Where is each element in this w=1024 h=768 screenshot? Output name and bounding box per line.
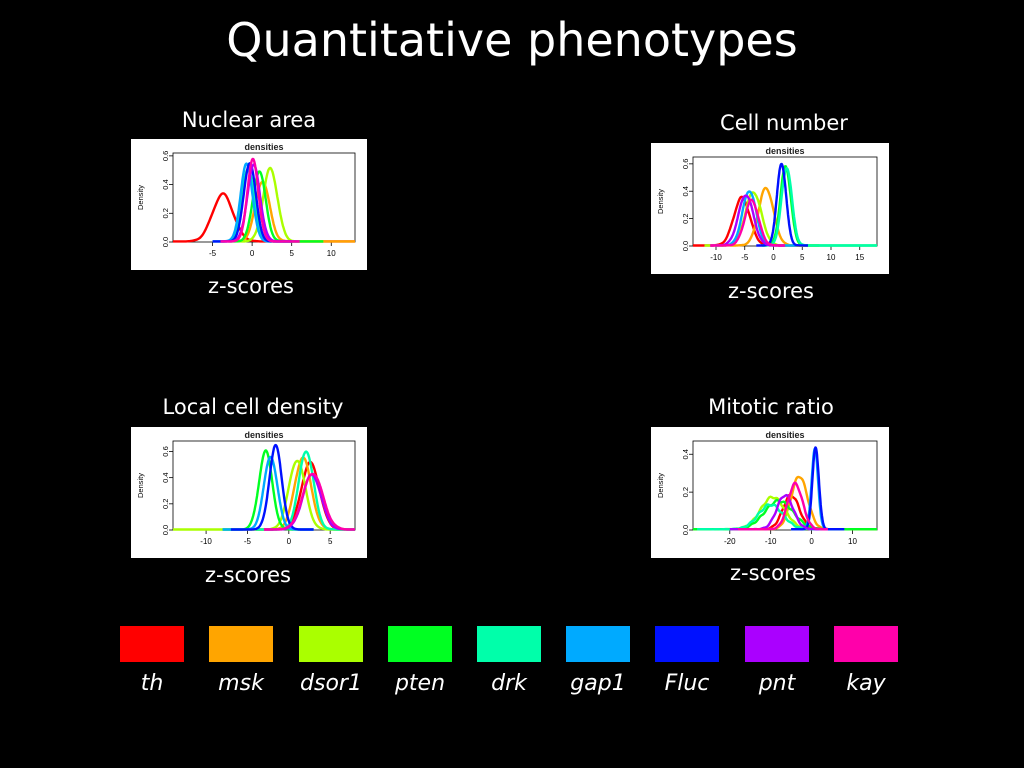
chart-mitotic-ratio: densities -20 -10 0 10 0.0 0.2 0.4 Density	[651, 427, 889, 558]
xlabel-cell-number: z-scores	[728, 279, 814, 303]
x-tick-label: 5	[800, 253, 805, 262]
y-axis-label: Density	[136, 185, 145, 210]
y-axis-label: Density	[656, 473, 665, 498]
y-axis-label: Density	[656, 189, 665, 214]
chart-nuclear-area: densities -5 0 5 10 0.0 0.2 0.4 0.6 Density	[131, 139, 367, 270]
density-series-kay	[263, 472, 356, 531]
legend-label-msk: msk	[218, 671, 264, 696]
y-tick-label: 0.2	[681, 487, 690, 497]
legend-swatch-fluc	[655, 626, 719, 662]
y-tick-label: 0.2	[681, 213, 690, 223]
y-tick-label: 0.4	[161, 179, 170, 189]
y-tick-label: 0.6	[161, 151, 170, 161]
series-group	[173, 157, 356, 243]
y-tick-label: 0.0	[161, 525, 170, 535]
panel-title-nuclear-area: Nuclear area	[181, 108, 317, 132]
xlabel-nuclear-area: z-scores	[208, 274, 294, 298]
series-group	[692, 162, 878, 247]
y-tick-label: 0.4	[161, 472, 170, 482]
chart-local-cell-density: densities -10 -5 0 5 0.0 0.2 0.4 0.6 Density	[131, 427, 367, 558]
plot-title: densities	[765, 146, 804, 156]
xlabel-local-cell-density: z-scores	[205, 563, 291, 587]
x-tick-label: 15	[855, 253, 864, 262]
density-series-fluc	[790, 446, 846, 531]
x-tick-label: -5	[741, 253, 749, 262]
x-tick-label: 0	[809, 537, 814, 546]
panel-title-cell-number: Cell number	[720, 111, 848, 135]
x-tick-label: 5	[289, 249, 294, 258]
plot-title: densities	[765, 430, 804, 440]
density-series-kay	[709, 198, 786, 247]
y-tick-label: 0.4	[681, 186, 690, 196]
legend-label-gap1: gap1	[570, 671, 626, 696]
density-series-kay	[737, 481, 829, 531]
x-tick-label: 0	[771, 253, 776, 262]
legend-swatch-th	[120, 626, 184, 662]
legend-swatch-kay	[834, 626, 898, 662]
x-tick-label: -10	[710, 253, 722, 262]
y-tick-label: 0.0	[681, 525, 690, 535]
x-tick-label: -10	[200, 537, 212, 546]
legend-swatch-dsor1	[299, 626, 363, 662]
legend-label-drk: drk	[491, 671, 527, 696]
plot-frame	[692, 440, 878, 531]
x-tick-label: -20	[724, 537, 736, 546]
x-tick-label: 0	[287, 537, 292, 546]
plot-title: densities	[244, 430, 283, 440]
xlabel-mitotic-ratio: z-scores	[730, 561, 816, 585]
legend-label-dsor1: dsor1	[300, 671, 362, 696]
density-series-drk	[761, 167, 878, 247]
density-series-fluc	[755, 162, 809, 247]
density-plot: densities -10 -5 0 5 10 15 0.0 0.2 0.4 0.6 Density	[656, 146, 878, 262]
density-series-drk	[696, 503, 821, 531]
y-tick-label: 0.0	[681, 241, 690, 251]
x-tick-label: 10	[848, 537, 857, 546]
x-tick-label: -5	[244, 537, 252, 546]
panel-title-mitotic-ratio: Mitotic ratio	[708, 395, 834, 419]
x-tick-label: -5	[209, 249, 217, 258]
legend-label-pten: pten	[394, 671, 446, 696]
legend-label-pnt: pnt	[758, 671, 796, 696]
density-series-fluc	[230, 443, 315, 531]
x-tick-label: 10	[327, 249, 336, 258]
legend-swatch-drk	[477, 626, 541, 662]
series-group	[173, 443, 356, 531]
density-plot: densities -5 0 5 10 0.0 0.2 0.4 0.6 Density	[136, 142, 356, 258]
panel-title-local-cell-density: Local cell density	[162, 395, 344, 419]
density-series-pten	[227, 170, 324, 243]
density-series-kay	[219, 157, 301, 243]
legend-label-kay: kay	[846, 671, 886, 696]
x-tick-label: 5	[328, 537, 333, 546]
legend-swatch-pten	[388, 626, 452, 662]
y-tick-label: 0.0	[161, 237, 170, 247]
x-tick-label: 10	[827, 253, 836, 262]
density-plot: densities -20 -10 0 10 0.0 0.2 0.4 Density	[656, 430, 878, 546]
slide-title: Quantitative phenotypes	[226, 13, 798, 67]
plot-title: densities	[244, 142, 283, 152]
y-tick-label: 0.2	[161, 499, 170, 509]
y-tick-label: 0.4	[681, 449, 690, 459]
y-axis-label: Density	[136, 473, 145, 498]
y-tick-label: 0.2	[161, 208, 170, 218]
legend-label-fluc: Fluc	[664, 671, 710, 696]
density-plot: densities -10 -5 0 5 0.0 0.2 0.4 0.6 Density	[136, 430, 356, 546]
x-tick-label: 0	[250, 249, 255, 258]
x-tick-label: -10	[765, 537, 777, 546]
legend-swatch-msk	[209, 626, 273, 662]
series-group	[693, 446, 877, 531]
legend-label-th: th	[140, 671, 164, 696]
legend-swatch-gap1	[566, 626, 630, 662]
legend-swatch-pnt	[745, 626, 809, 662]
y-tick-label: 0.6	[161, 446, 170, 456]
y-tick-label: 0.6	[681, 159, 690, 169]
chart-cell-number: densities -10 -5 0 5 10 15 0.0 0.2 0.4 0.6 Density	[651, 143, 889, 274]
